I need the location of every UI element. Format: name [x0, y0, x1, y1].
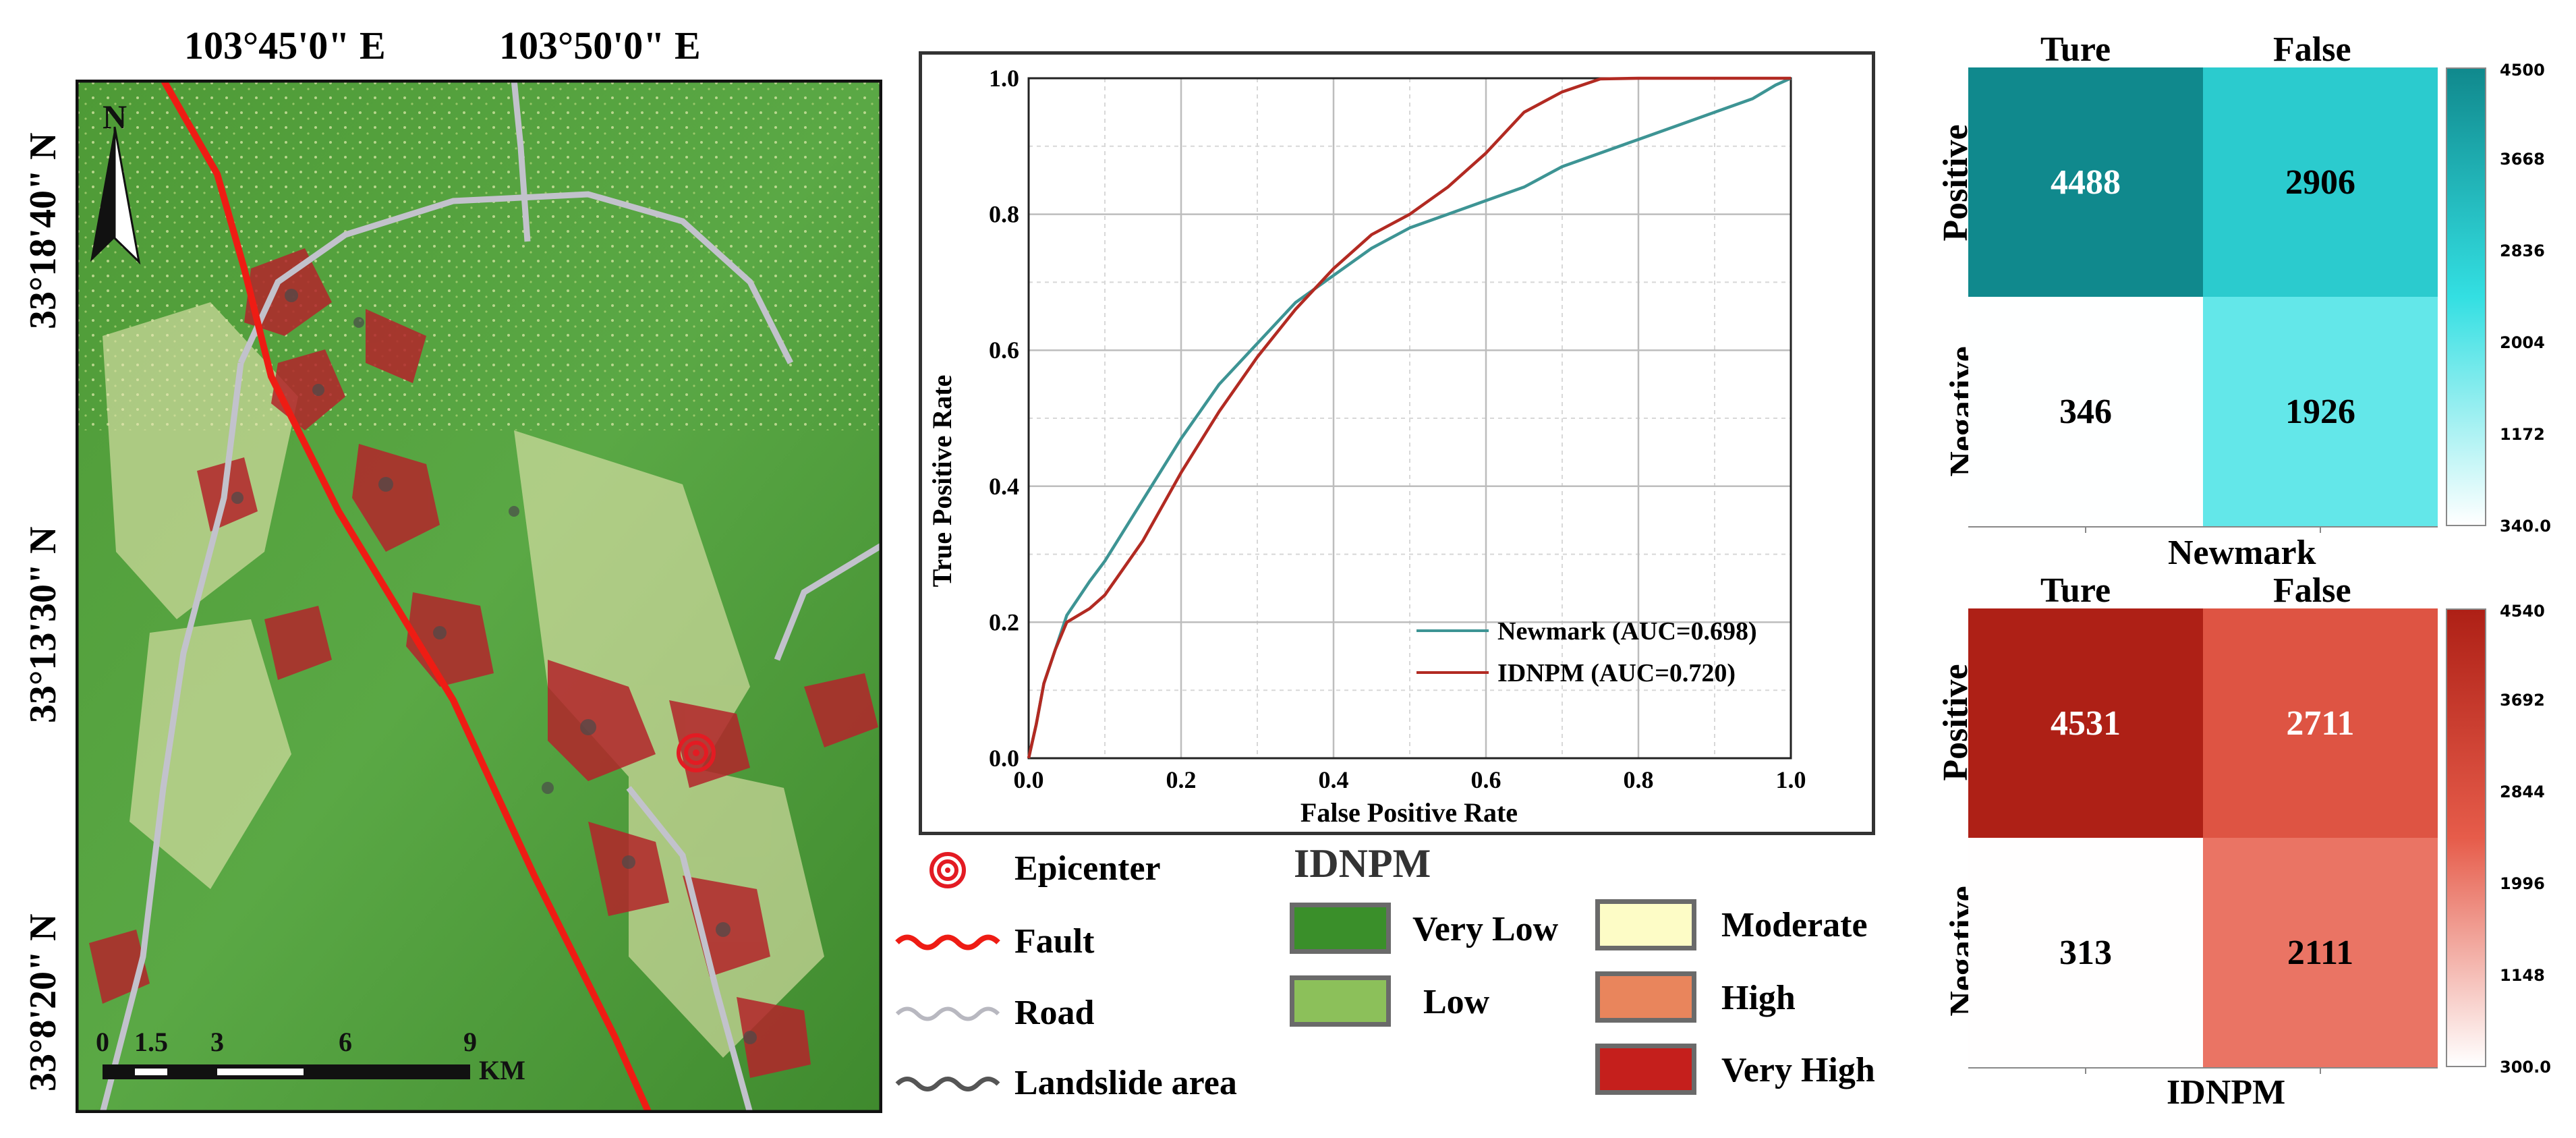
map-left-coord-3: 33°8'20" N [22, 913, 64, 1091]
cm1-colorbar [2446, 67, 2486, 526]
roc-chart-frame [919, 51, 1875, 835]
cm1-cbar-tick-3: 2004 [2500, 333, 2545, 352]
legend-swatch-low [1290, 975, 1391, 1027]
cm2-cbar-tick-3: 1996 [2500, 874, 2545, 893]
map-frame [76, 80, 882, 1113]
cm1-cell-tn: 1926 [2203, 297, 2438, 526]
cm2-title: IDNPM [2167, 1073, 2286, 1112]
cm2-cbar-tick-1: 3692 [2500, 691, 2545, 710]
cm1-cell-tp: 4488 [1968, 67, 2203, 297]
cm1-title: Newmark [2168, 534, 2316, 572]
roc-ytick-1: 0.2 [989, 608, 1019, 635]
cm2-col-ture: Ture [2040, 571, 2111, 610]
cm1-bottom-axis [1968, 526, 2438, 528]
cm1-tick-1 [2085, 526, 2086, 533]
legend-road: Road [1014, 994, 1095, 1032]
cm1-cbar-tick-1: 3668 [2500, 150, 2545, 169]
cm2-tick-2 [2320, 1067, 2321, 1074]
scale-tick-4: 9 [463, 1027, 477, 1057]
roc-xtick-5: 1.0 [1776, 766, 1806, 793]
cm1-cbar-tick-4: 1172 [2500, 425, 2545, 444]
cm1-tick-2 [2320, 526, 2321, 533]
landslide-icon [895, 1077, 1000, 1091]
north-arrow-icon [90, 126, 141, 265]
roc-ytick-3: 0.6 [989, 337, 1019, 364]
roc-tick-labels: 0.0 0.2 0.4 0.6 0.8 1.0 0.0 0.2 0.4 0.6 0.8 1.0 [989, 65, 1806, 793]
cm2-cbar-tick-4: 1148 [2500, 966, 2545, 985]
roc-xtick-3: 0.6 [1471, 766, 1501, 793]
cm1-col-false: False [2273, 30, 2351, 69]
fault-line [160, 80, 652, 1113]
roc-xtick-2: 0.4 [1319, 766, 1349, 793]
roc-legend-idnpm: IDNPM (AUC=0.720) [1497, 659, 1736, 687]
roc-grid [1027, 77, 1792, 760]
cm2-cell-fn: 313 [1968, 838, 2203, 1067]
legend-fault: Fault [1014, 922, 1095, 961]
cm1-cbar-tick-5: 340.0 [2500, 517, 2551, 536]
legend-title: IDNPM [1294, 841, 1431, 886]
map-top-coord-2: 103°50'0" E [499, 24, 701, 67]
legend-swatch-very-high [1595, 1044, 1696, 1095]
scale-tick-0: 0 [96, 1027, 109, 1057]
scale-tick-3: 6 [339, 1027, 352, 1057]
landslide-areas [231, 289, 757, 1044]
legend-high: High [1721, 979, 1796, 1017]
roads [99, 80, 882, 1113]
cm2-bottom-axis [1968, 1067, 2438, 1069]
susceptibility-map: N 0 1.5 3 6 9 KM [76, 80, 882, 1113]
scale-tick-2: 3 [210, 1027, 224, 1057]
roc-ytick-4: 0.8 [989, 201, 1019, 228]
cm1-cbar-tick-0: 4500 [2500, 61, 2545, 80]
north-label: N [103, 98, 127, 136]
cm2-col-false: False [2273, 571, 2351, 610]
roc-series-line-1 [1027, 76, 1791, 759]
legend-moderate: Moderate [1721, 906, 1868, 944]
legend-swatch-moderate [1595, 899, 1696, 950]
roc-legend: Newmark (AUC=0.698) IDNPM (AUC=0.720) [1416, 617, 1757, 687]
legend-very-low: Very Low [1412, 910, 1559, 948]
epicenter-icon [929, 852, 966, 888]
roc-series-line-0 [1027, 76, 1792, 759]
cm2-colorbar [2446, 608, 2486, 1067]
cm2-cell-fp: 2711 [2203, 608, 2438, 838]
epicenter-marker [677, 733, 716, 772]
map-top-coord-1: 103°45'0" E [184, 24, 386, 67]
scale-tick-1: 1.5 [134, 1027, 168, 1057]
roc-ytick-5: 1.0 [989, 65, 1019, 92]
scale-unit: KM [479, 1055, 525, 1085]
cm1-cbar-tick-2: 2836 [2500, 241, 2545, 260]
roc-xtick-4: 0.8 [1624, 766, 1654, 793]
road-icon [895, 1006, 1000, 1021]
roc-ytick-0: 0.0 [989, 745, 1019, 772]
roc-series [1027, 76, 1792, 759]
cm1-cell-fn: 346 [1968, 297, 2203, 526]
legend-low: Low [1423, 983, 1490, 1021]
map-left-coord-1: 33°18'40" N [22, 132, 64, 329]
cm2-cbar-tick-0: 4540 [2500, 602, 2545, 621]
roc-plot-border [1027, 77, 1792, 760]
roc-xlabel: False Positive Rate [1300, 797, 1518, 828]
cm1-cell-fp: 2906 [2203, 67, 2438, 297]
cm2-cell-tp: 4531 [1968, 608, 2203, 838]
fault-icon [895, 934, 1000, 950]
cm1-col-ture: Ture [2040, 30, 2111, 69]
legend-landslide: Landslide area [1014, 1064, 1237, 1102]
legend-swatch-high [1595, 971, 1696, 1023]
roc-chart: 0.0 0.2 0.4 0.6 0.8 1.0 0.0 0.2 0.4 0.6 0.8 1.0 Fal… [927, 65, 1806, 828]
roc-legend-newmark: Newmark (AUC=0.698) [1497, 617, 1757, 646]
legend-swatch-very-low [1290, 903, 1391, 954]
legend-epicenter: Epicenter [1014, 849, 1161, 888]
scale-bar: 0 1.5 3 6 9 KM [96, 1027, 525, 1085]
roc-xtick-0: 0.0 [1014, 766, 1044, 793]
roc-xtick-1: 0.2 [1166, 766, 1197, 793]
cm2-tick-1 [2085, 1067, 2086, 1074]
legend-very-high: Very High [1721, 1051, 1875, 1089]
roc-ylabel: True Positive Rate [927, 375, 957, 588]
cm2-cell-tn: 2111 [2203, 838, 2438, 1067]
cm2-cbar-tick-5: 300.0 [2500, 1058, 2551, 1077]
map-left-coord-2: 33°13'30" N [22, 526, 64, 723]
roc-ytick-2: 0.4 [989, 473, 1019, 500]
cm2-cbar-tick-2: 2844 [2500, 783, 2545, 801]
roc-axes [1027, 77, 1792, 760]
